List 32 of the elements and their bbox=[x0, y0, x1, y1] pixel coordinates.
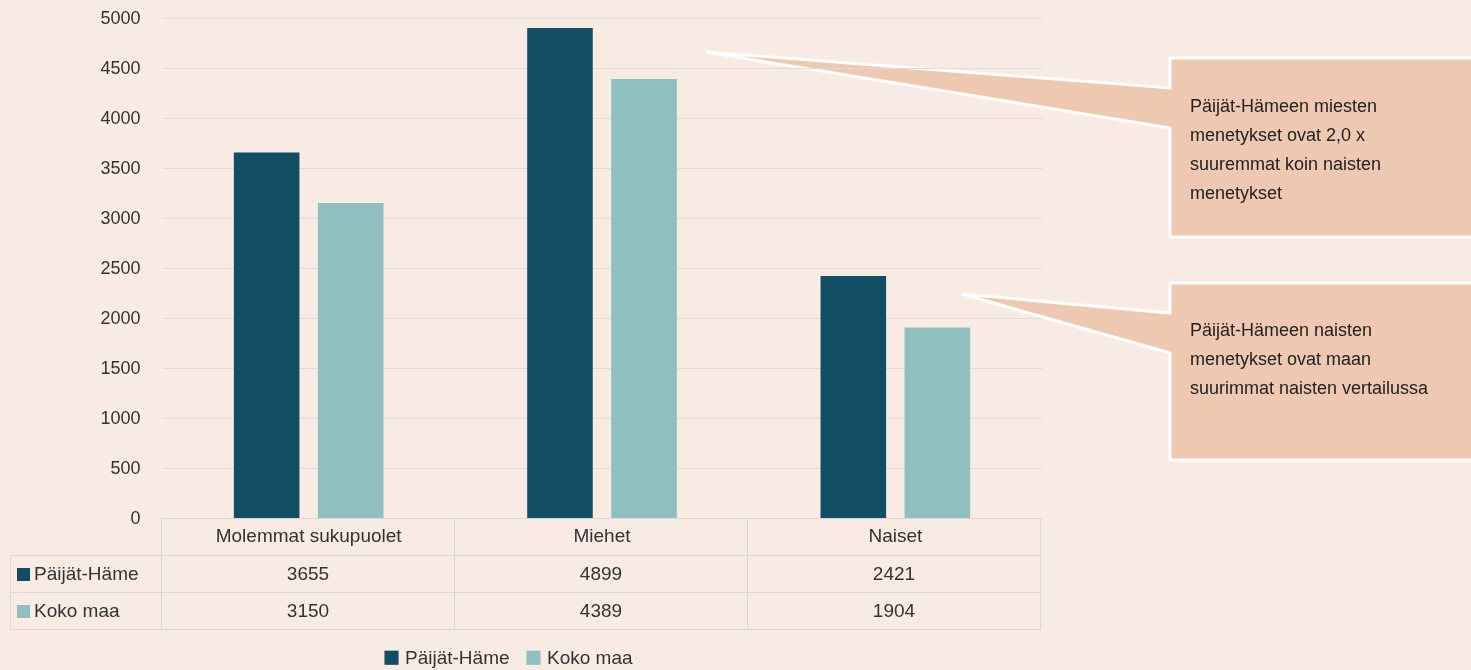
data-label: 3150 bbox=[161, 592, 455, 630]
y-tick-label: 4000 bbox=[100, 107, 141, 128]
bar bbox=[527, 28, 593, 518]
y-tick-label: 2000 bbox=[100, 307, 141, 328]
bar bbox=[233, 152, 300, 518]
x-tick-label: Miehet bbox=[573, 524, 632, 546]
bar bbox=[820, 275, 887, 518]
y-tick-label: 0 bbox=[130, 507, 141, 528]
y-tick-label: 3500 bbox=[100, 157, 141, 178]
legend-label: Koko maa bbox=[547, 646, 633, 668]
legend-label: Päijät-Häme bbox=[10, 555, 162, 593]
y-tick-label: 3000 bbox=[100, 207, 141, 228]
bar bbox=[904, 327, 971, 518]
data-label: 2421 bbox=[747, 555, 1041, 593]
y-tick-label: 2500 bbox=[100, 257, 141, 278]
text: Päijät-Hämeen naisten menetykset ovat maan suurimmat naisten vertailussa bbox=[1190, 319, 1430, 400]
y-tick-label: 4500 bbox=[100, 57, 141, 78]
data-label: 4389 bbox=[454, 592, 748, 630]
data-label: 1904 bbox=[747, 592, 1041, 630]
text: Päijät-Häme bbox=[405, 646, 510, 668]
x-tick-label: Molemmat sukupuolet bbox=[215, 524, 403, 546]
bar bbox=[611, 79, 677, 518]
y-tick-label: 1500 bbox=[100, 357, 141, 378]
y-tick-label: 1000 bbox=[100, 407, 141, 428]
bar bbox=[317, 203, 384, 518]
x-tick-label: Naiset bbox=[868, 524, 923, 546]
text: Päijät-Hämeen miesten menetykset ovat 2,0 x suuremmat koin naisten menetykset bbox=[1190, 95, 1383, 205]
y-tick-label: 5000 bbox=[100, 7, 141, 28]
data-label: 4899 bbox=[454, 555, 748, 593]
y-tick-label: 500 bbox=[110, 457, 141, 478]
text: Koko maa bbox=[34, 600, 120, 621]
data-label: 3655 bbox=[161, 555, 455, 593]
